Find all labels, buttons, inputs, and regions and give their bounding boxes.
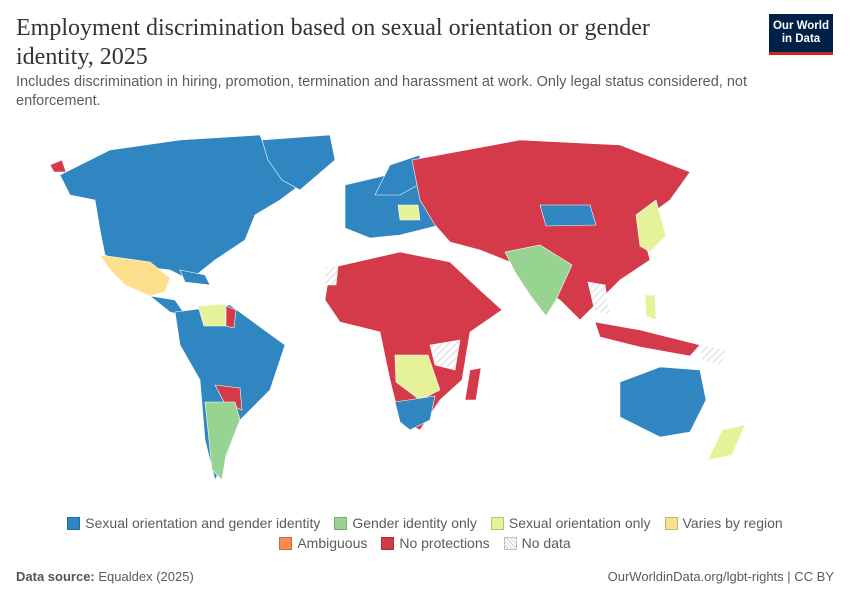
region-alaska-tip[interactable] [49, 159, 67, 173]
region-madagascar[interactable] [464, 367, 482, 401]
region-india[interactable] [504, 244, 573, 317]
legend: Sexual orientation and gender identity Ge… [0, 513, 850, 553]
legend-label: Sexual orientation and gender identity [85, 515, 321, 531]
legend-swatch [381, 536, 395, 550]
region-north-america[interactable] [59, 134, 301, 281]
region-southeast-asia-nodata[interactable] [587, 281, 611, 316]
region-africa[interactable] [324, 251, 503, 431]
legend-swatch [503, 536, 517, 550]
region-australia[interactable] [619, 366, 707, 438]
source-value[interactable]: Equaldex (2025) [98, 569, 194, 584]
legend-item-gi[interactable]: Gender identity only [334, 515, 477, 531]
legend-swatch [490, 516, 504, 530]
legend-item-ambiguous[interactable]: Ambiguous [279, 535, 367, 551]
legend-label: Varies by region [682, 515, 783, 531]
region-guyana[interactable] [225, 305, 237, 329]
region-greenland[interactable] [261, 134, 336, 191]
region-southern-africa-so[interactable] [394, 354, 441, 401]
owid-logo[interactable]: Our World in Data [769, 14, 833, 55]
legend-item-both[interactable]: Sexual orientation and gender identity [67, 515, 320, 531]
legend-label: No protections [399, 535, 490, 551]
region-caribbean[interactable] [179, 269, 211, 286]
logo-line1: Our World [772, 20, 829, 32]
region-mexico[interactable] [99, 254, 171, 297]
legend-item-none[interactable]: No protections [381, 535, 490, 551]
legend-swatch [279, 536, 293, 550]
region-sahara-nodata[interactable] [324, 265, 339, 286]
legend-swatch [664, 516, 678, 530]
region-eastern-europe-russia-asia[interactable] [411, 139, 691, 321]
legend-item-so[interactable]: Sexual orientation only [490, 515, 651, 531]
subtitle: Includes discrimination in hiring, promo… [16, 74, 748, 109]
region-south-africa[interactable] [394, 395, 436, 431]
region-philippines[interactable] [644, 294, 657, 321]
legend-row: Sexual orientation and gender identity Ge… [0, 513, 850, 533]
logo-line2: in Data [781, 33, 821, 45]
data-source: Data source: Equaldex (2025) [16, 569, 194, 584]
legend-label: Sexual orientation only [508, 515, 651, 531]
page-title: Employment discrimination based on sexua… [16, 15, 650, 70]
legend-row: Ambiguous No protections No data [0, 533, 850, 553]
region-indonesia[interactable] [594, 321, 701, 357]
region-east-africa-nodata[interactable] [429, 339, 461, 371]
legend-label: Gender identity only [352, 515, 477, 531]
world-map [49, 134, 746, 481]
region-japan[interactable] [635, 199, 667, 253]
source-label: Data source: [16, 569, 95, 584]
legend-swatch [67, 516, 81, 530]
legend-label: No data [521, 535, 571, 551]
legend-swatch [334, 516, 348, 530]
legend-item-nodata[interactable]: No data [503, 535, 571, 551]
region-new-zealand[interactable] [707, 424, 746, 461]
legend-item-varies[interactable]: Varies by region [664, 515, 783, 531]
region-argentina[interactable] [204, 401, 241, 481]
legend-label: Ambiguous [297, 535, 368, 551]
region-mongolia[interactable] [539, 204, 597, 227]
footer-link[interactable]: OurWorldinData.org/lgbt-rights | CC BY [607, 569, 834, 584]
region-pacific-nodata[interactable] [699, 344, 726, 366]
region-central-europe[interactable] [397, 204, 421, 221]
